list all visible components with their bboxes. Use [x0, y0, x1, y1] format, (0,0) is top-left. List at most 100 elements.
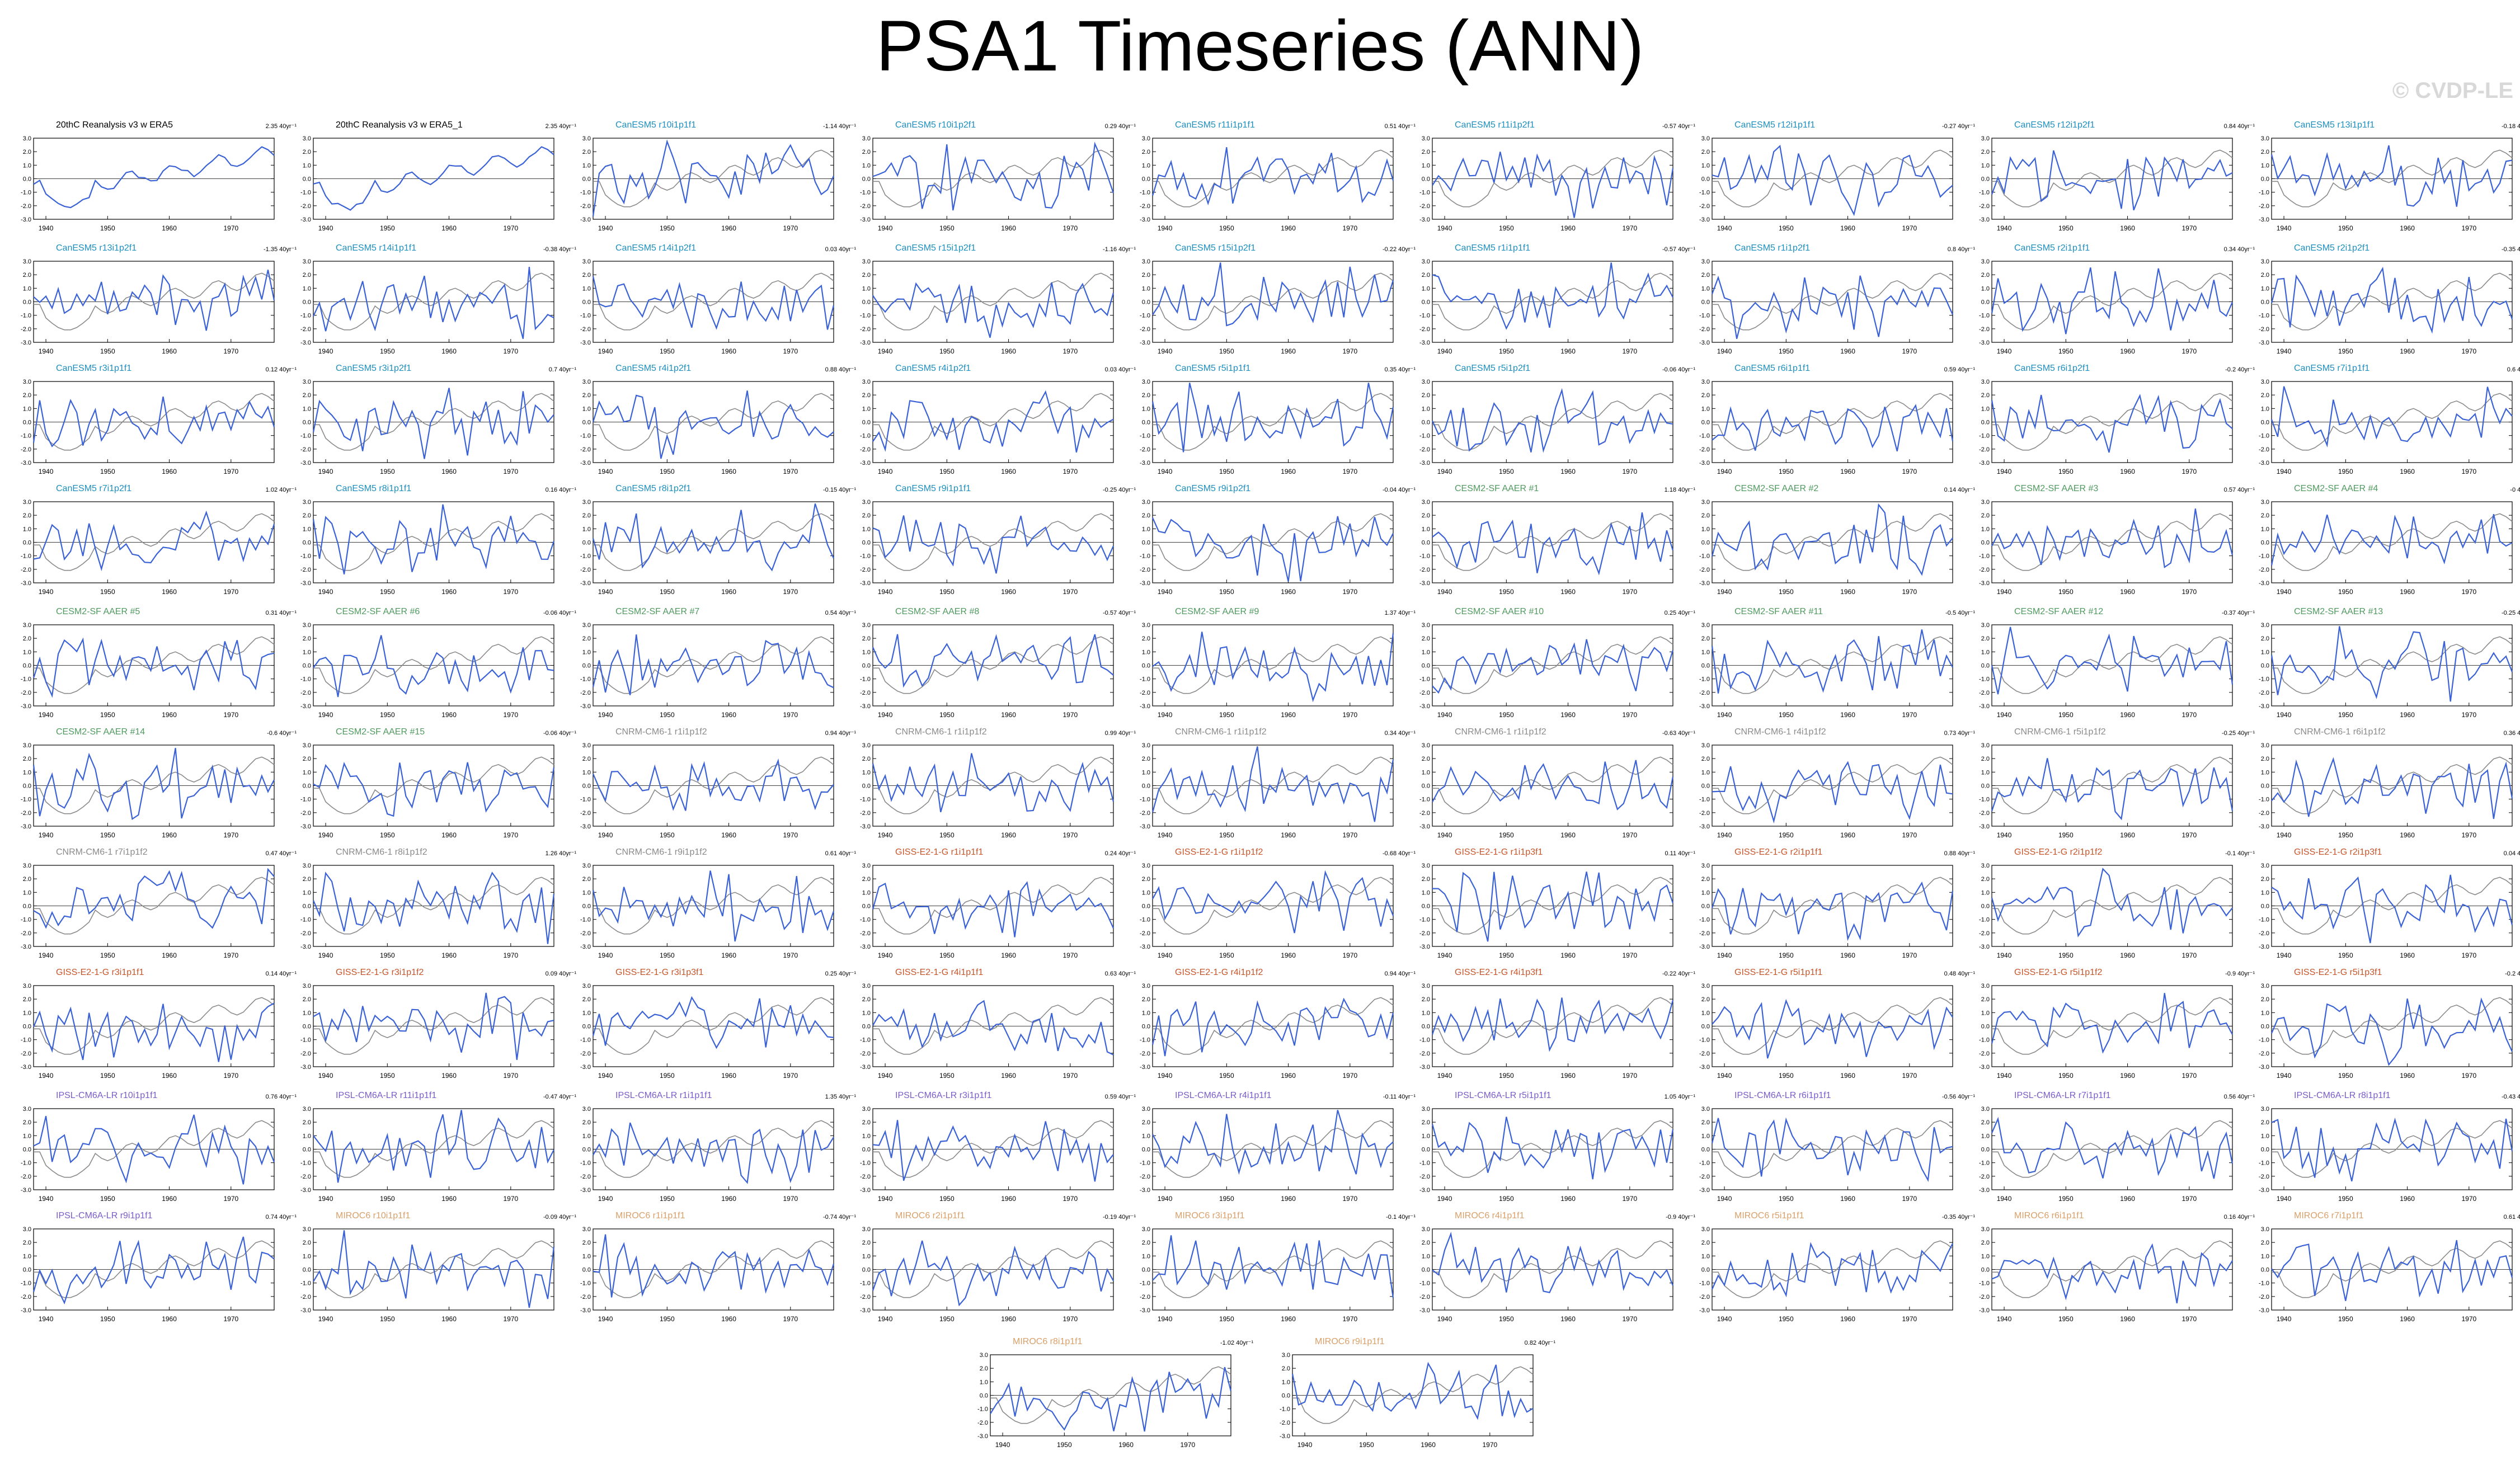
observed-series-line	[1712, 1120, 1953, 1178]
x-tick-label: 1950	[939, 1315, 955, 1323]
y-tick-label: 2.0	[303, 1119, 311, 1126]
x-tick-label: 1970	[1902, 831, 1917, 839]
panel-trend-label: 0.51 40yr⁻¹	[1384, 123, 1416, 130]
observed-series-line	[1153, 997, 1394, 1055]
y-tick-label: 1.0	[303, 649, 311, 656]
y-tick-label: -2.0	[300, 326, 311, 333]
x-tick-label: 1960	[441, 951, 457, 959]
x-tick-label: 1950	[660, 468, 675, 475]
panel-trend-label: 0.74 40yr⁻¹	[265, 1214, 297, 1221]
panel-trend-label: -1.16 40yr⁻¹	[1103, 246, 1136, 253]
y-tick-label: -3.0	[21, 823, 31, 830]
x-tick-label: 1960	[2120, 468, 2135, 475]
member-series-line	[872, 1000, 1114, 1056]
y-tick-label: -2.0	[1419, 446, 1430, 453]
x-tick-label: 1970	[1062, 711, 1078, 719]
y-tick-label: 1.0	[1981, 162, 1990, 169]
member-series-line	[2270, 513, 2513, 566]
y-tick-label: 2.0	[1422, 996, 1430, 1003]
x-tick-label: 1960	[441, 1315, 457, 1323]
y-tick-label: 1.0	[862, 1010, 871, 1016]
panel-trend-label: 0.82 40yr⁻¹	[1524, 1340, 1555, 1346]
x-tick-label: 1940	[1717, 1195, 1732, 1203]
y-tick-label: 3.0	[862, 742, 871, 749]
timeseries-panel: IPSL-CM6A-LR r4i1p1f1 -0.11 40yr⁻¹ 3.0 2.0 1…	[1140, 1091, 1421, 1214]
y-tick-label: -2.0	[580, 930, 591, 937]
y-tick-label: -2.0	[1140, 1050, 1150, 1057]
x-tick-label: 1940	[39, 831, 54, 839]
timeseries-panel: CNRM-CM6-1 r5i1p1f2 -0.25 40yr⁻¹ 3.0 2.0 1.0…	[1979, 727, 2260, 850]
x-tick-label: 1970	[1342, 1195, 1357, 1203]
y-tick-label: -3.0	[580, 580, 591, 587]
timeseries-panel: CanESM5 r6i1p1f1 0.59 40yr⁻¹ 3.0 2.0 1.0 0.0-…	[1699, 364, 1981, 487]
x-tick-label: 1960	[721, 1315, 736, 1323]
y-tick-label: 1.0	[23, 769, 31, 776]
member-series-line	[1991, 1243, 2233, 1304]
y-tick-label: -3.0	[1140, 944, 1150, 950]
x-tick-label: 1970	[223, 468, 238, 475]
y-tick-label: 1.0	[23, 285, 31, 292]
y-tick-label: 1.0	[1282, 1379, 1290, 1386]
member-series-line	[1991, 993, 2233, 1054]
y-tick-label: -2.0	[300, 1174, 311, 1180]
y-tick-label: 0.0	[23, 299, 31, 306]
y-tick-label: -1.0	[1699, 313, 1710, 319]
y-tick-label: -3.0	[1419, 1187, 1430, 1194]
y-tick-label: 1.0	[1701, 769, 1710, 776]
x-tick-label: 1960	[1001, 1072, 1016, 1080]
panel-trend-label: 0.25 40yr⁻¹	[825, 970, 856, 977]
x-tick-label: 1960	[2400, 1315, 2415, 1323]
y-tick-label: 2.0	[582, 392, 591, 399]
y-tick-label: -3.0	[1140, 1064, 1150, 1071]
y-tick-label: -3.0	[2259, 823, 2269, 830]
y-tick-label: -3.0	[1140, 1307, 1150, 1314]
y-tick-label: 2.0	[1142, 635, 1150, 642]
y-tick-label: -2.0	[2259, 1294, 2269, 1301]
y-tick-label: -2.0	[1140, 690, 1150, 696]
timeseries-panel: CanESM5 r8i1p1f1 0.16 40yr⁻¹ 3.0 2.0 1.0 0.0-…	[300, 484, 582, 607]
y-tick-label: 0.0	[303, 1267, 311, 1274]
x-tick-label: 1950	[1779, 711, 1794, 719]
y-tick-label: -2.0	[1699, 567, 1710, 573]
y-tick-label: -1.0	[2259, 797, 2269, 803]
y-tick-label: 3.0	[23, 499, 31, 506]
x-tick-label: 1950	[2058, 347, 2074, 355]
member-series-line	[1151, 516, 1394, 582]
y-tick-label: 2.0	[2261, 756, 2269, 762]
observed-series-line	[2272, 393, 2513, 451]
y-tick-label: 1.0	[1981, 1253, 1990, 1260]
x-tick-label: 1940	[878, 347, 893, 355]
timeseries-panel: MIROC6 r4i1p1f1 -0.9 40yr⁻¹ 3.0 2.0 1.0 0.0 -1…	[1419, 1211, 1701, 1334]
y-tick-label: -2.0	[21, 567, 31, 573]
y-tick-label: 3.0	[1142, 1226, 1150, 1233]
timeseries-panel: GISS-E2-1-G r4i1p1f1 0.63 40yr⁻¹ 3.0 2.0 1.0…	[860, 968, 1141, 1091]
y-tick-label: 3.0	[862, 863, 871, 869]
panel-title: CNRM-CM6-1 r1i1p1f2	[1455, 727, 1546, 737]
x-tick-label: 1950	[1219, 224, 1234, 232]
observed-series-line	[2272, 149, 2513, 208]
y-tick-label: 1.0	[1981, 406, 1990, 412]
y-tick-label: -1.0	[2259, 313, 2269, 319]
y-tick-label: 1.0	[1701, 285, 1710, 292]
y-tick-label: -1.0	[2259, 676, 2269, 683]
y-tick-label: -3.0	[2259, 1187, 2269, 1194]
observed-series-line	[1432, 636, 1673, 694]
y-tick-label: 2.0	[1701, 876, 1710, 883]
y-tick-label: 3.0	[582, 863, 591, 869]
y-tick-label: 2.0	[303, 876, 311, 883]
y-tick-label: -2.0	[2259, 690, 2269, 696]
panel-trend-label: -0.25 40yr⁻¹	[2502, 610, 2520, 616]
y-tick-label: -1.0	[1419, 1280, 1430, 1287]
x-tick-label: 1960	[1001, 224, 1016, 232]
timeseries-panel: CanESM5 r14i1p1f1 -0.38 40yr⁻¹ 3.0 2.0 1.0 0.…	[300, 243, 582, 366]
y-tick-label: -2.0	[2259, 203, 2269, 210]
